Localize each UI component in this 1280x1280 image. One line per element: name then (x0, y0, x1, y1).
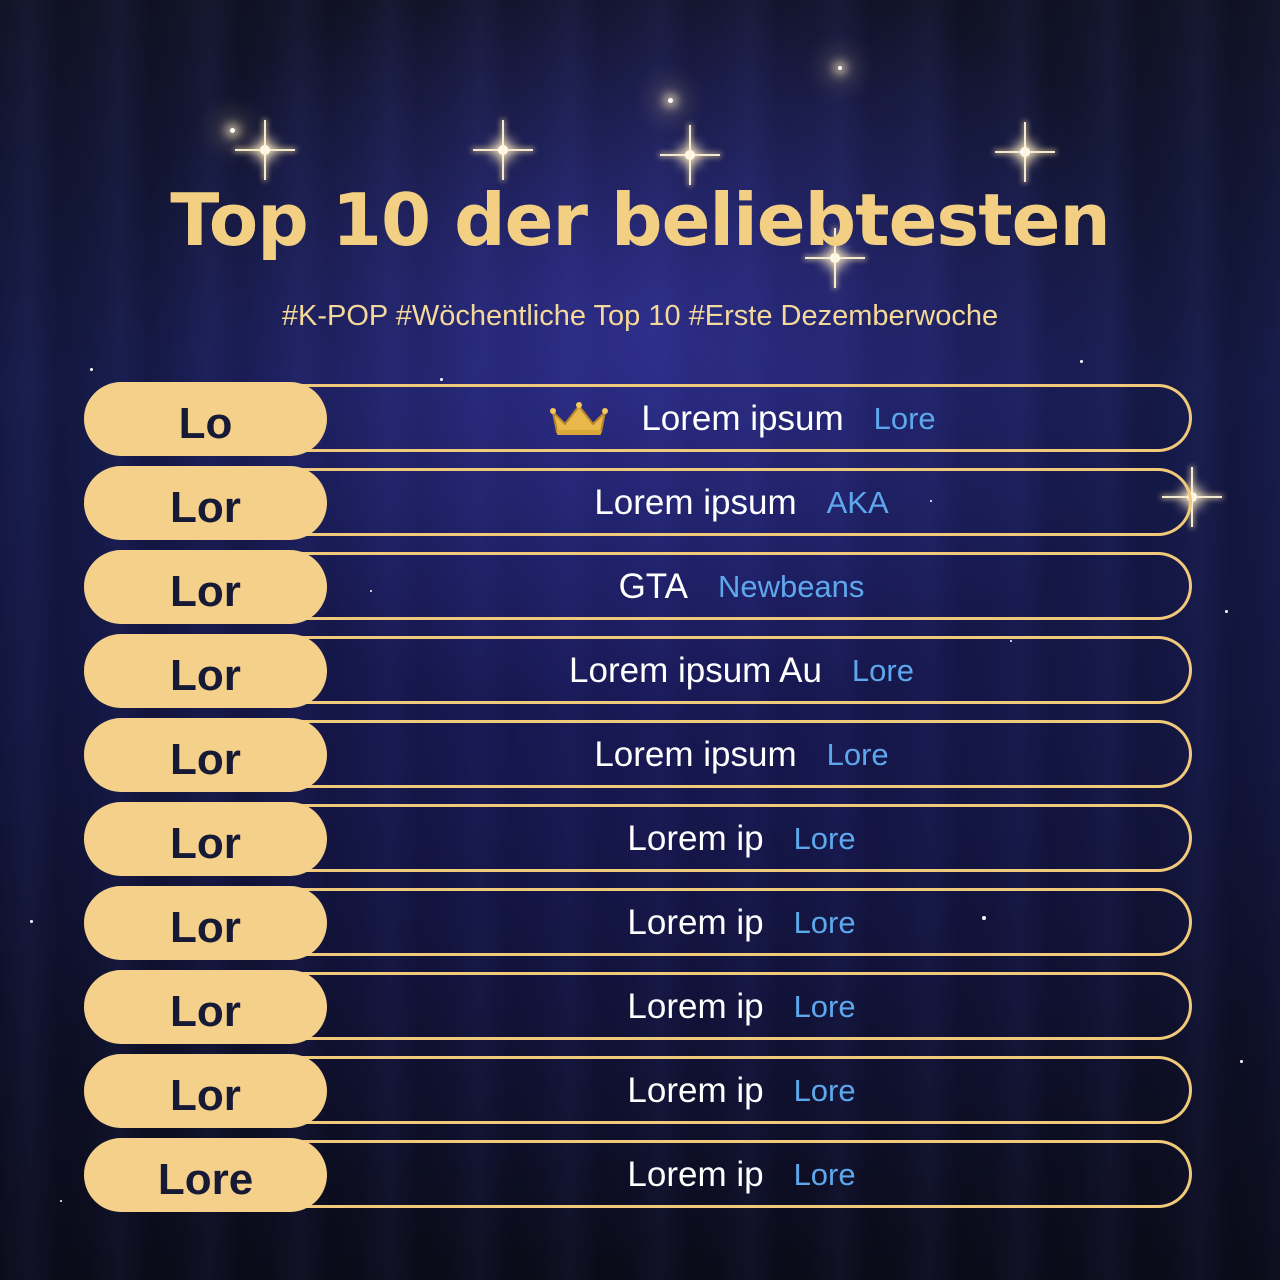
row-frame (84, 468, 1192, 536)
sparkle-icon (660, 125, 720, 185)
rank-label: Lo (84, 382, 327, 456)
song-title: Lorem ipsum (641, 399, 844, 438)
ranking-row: Lor Lorem ip Lore (84, 1054, 1196, 1128)
row-frame (84, 972, 1192, 1040)
entry: Lorem ipsum Au Lore (327, 634, 1196, 708)
ranking-row: Lo Lorem ipsum Lore (84, 382, 1196, 456)
star-icon (1080, 360, 1083, 363)
sparkle-icon (805, 228, 865, 288)
row-frame (84, 552, 1192, 620)
ranking-row: Lor Lorem ipsum Au Lore (84, 634, 1196, 708)
sparkle-icon (473, 120, 533, 180)
star-icon (1010, 640, 1012, 642)
crown-icon (550, 402, 609, 435)
ranking-list: Lo Lorem ipsum Lore Lor Lorem ipsum AKA … (84, 382, 1196, 1222)
row-frame (84, 1140, 1192, 1208)
song-title: GTA (618, 567, 688, 606)
artist-name: Lore (793, 821, 856, 856)
star-icon (1240, 1060, 1243, 1063)
entry: Lorem ip Lore (327, 1138, 1196, 1212)
artist-name: Lore (873, 401, 936, 436)
artist-name: Lore (793, 1157, 856, 1192)
rank-label: Lor (84, 1054, 327, 1128)
entry: Lorem ip Lore (327, 1054, 1196, 1128)
ranking-row: Lore Lorem ip Lore (84, 1138, 1196, 1212)
rank-label: Lor (84, 634, 327, 708)
song-title: Lorem ip (627, 903, 764, 942)
rank-label: Lor (84, 466, 327, 540)
artist-name: Lore (793, 1073, 856, 1108)
row-frame (84, 888, 1192, 956)
entry: Lorem ipsum Lore (327, 382, 1196, 456)
entry: GTA Newbeans (327, 550, 1196, 624)
star-icon (30, 920, 33, 923)
star-icon (668, 98, 673, 103)
star-icon (440, 378, 443, 381)
rank-label: Lor (84, 550, 327, 624)
star-icon (838, 66, 842, 70)
ranking-row: Lor GTA Newbeans (84, 550, 1196, 624)
ranking-row: Lor Lorem ip Lore (84, 970, 1196, 1044)
rank-label: Lore (84, 1138, 327, 1212)
song-title: Lorem ipsum (594, 483, 797, 522)
ranking-row: Lor Lorem ip Lore (84, 802, 1196, 876)
sparkle-icon (1162, 467, 1222, 527)
row-frame (84, 720, 1192, 788)
song-title: Lorem ip (627, 819, 764, 858)
song-title: Lorem ip (627, 1071, 764, 1110)
artist-name: Lore (826, 737, 889, 772)
ranking-row: Lor Lorem ipsum Lore (84, 718, 1196, 792)
sparkle-icon (235, 120, 295, 180)
song-title: Lorem ipsum (594, 735, 797, 774)
artist-name: Lore (793, 989, 856, 1024)
rank-label: Lor (84, 970, 327, 1044)
artist-name: AKA (826, 485, 889, 520)
entry: Lorem ip Lore (327, 970, 1196, 1044)
rank-label: Lor (84, 886, 327, 960)
row-frame (84, 1056, 1192, 1124)
star-icon (90, 368, 93, 371)
star-icon (370, 590, 372, 592)
ranking-row: Lor Lorem ip Lore (84, 886, 1196, 960)
entry: Lorem ip Lore (327, 802, 1196, 876)
artist-name: Lore (851, 653, 914, 688)
star-icon (982, 916, 986, 920)
rank-label: Lor (84, 802, 327, 876)
page-title: Top 10 der beliebtesten (170, 178, 1111, 262)
star-icon (1225, 610, 1228, 613)
row-frame (84, 384, 1192, 452)
artist-name: Newbeans (717, 569, 865, 604)
song-title: Lorem ip (627, 1155, 764, 1194)
rank-label: Lor (84, 718, 327, 792)
song-title: Lorem ip (627, 987, 764, 1026)
row-frame (84, 636, 1192, 704)
artist-name: Lore (793, 905, 856, 940)
sparkle-icon (995, 122, 1055, 182)
ranking-row: Lor Lorem ipsum AKA (84, 466, 1196, 540)
row-frame (84, 804, 1192, 872)
entry: Lorem ip Lore (327, 886, 1196, 960)
song-title: Lorem ipsum Au (569, 651, 822, 690)
page-subtitle: #K-POP #Wöchentliche Top 10 #Erste Dezem… (281, 300, 999, 332)
star-icon (60, 1200, 62, 1202)
entry: Lorem ipsum AKA (327, 466, 1196, 540)
star-icon (230, 128, 235, 133)
entry: Lorem ipsum Lore (327, 718, 1196, 792)
star-icon (930, 500, 932, 502)
